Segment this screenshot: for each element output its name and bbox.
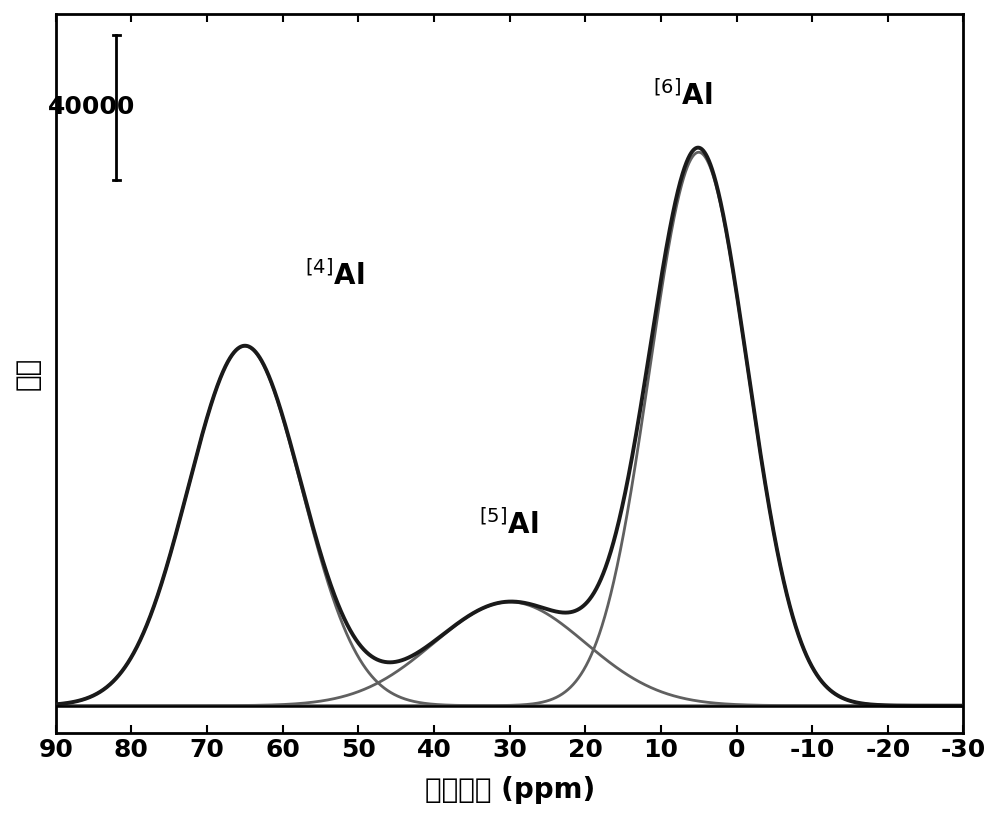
Text: $^{[6]}$Al: $^{[6]}$Al <box>653 80 713 110</box>
X-axis label: 化学位移 (ppm): 化学位移 (ppm) <box>425 776 595 804</box>
Text: 40000: 40000 <box>48 95 135 119</box>
Text: $^{[4]}$Al: $^{[4]}$Al <box>305 260 365 290</box>
Y-axis label: 强度: 强度 <box>14 357 42 390</box>
Text: $^{[5]}$Al: $^{[5]}$Al <box>479 509 539 540</box>
